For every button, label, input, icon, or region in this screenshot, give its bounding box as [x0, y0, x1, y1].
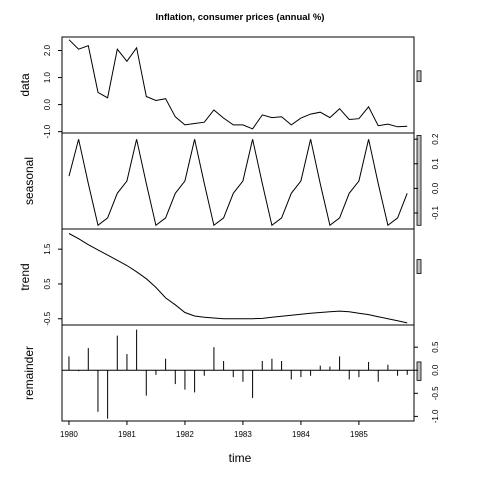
y-axis-label-remainder: remainder — [22, 346, 36, 400]
chart-title: Inflation, consumer prices (annual %) — [156, 12, 325, 23]
panel-seasonal: -0.1 0.0 0.1 0.2 seasonal — [22, 132, 440, 230]
x-tick-label: 1985 — [350, 430, 368, 439]
panel-data: -1.0 0.0 1.0 2.0 data — [18, 36, 422, 139]
series-line-seasonal — [68, 139, 408, 227]
panel-frame-seasonal — [61, 132, 415, 230]
x-tick-label: 1980 — [60, 430, 78, 439]
y-axis-label-seasonal: seasonal — [22, 157, 36, 205]
x-tick-label: 1982 — [176, 430, 194, 439]
y-tick-label-seasonal: 0.1 — [431, 158, 440, 170]
x-tick-label: 1984 — [292, 430, 310, 439]
y-tick-label-trend: 0.5 — [43, 278, 52, 290]
y-axis-label-trend: trend — [18, 263, 32, 290]
series-line-trend — [68, 233, 408, 324]
y-tick-label-data: -1.0 — [43, 124, 52, 138]
y-tick-label-remainder: 0.0 — [431, 364, 440, 376]
range-bar-seasonal — [416, 135, 422, 226]
y-tick-label-data: 1.0 — [43, 71, 52, 83]
y-tick-label-seasonal: 0.0 — [431, 182, 440, 194]
y-tick-label-trend: -0.5 — [43, 311, 52, 325]
range-bar-trend — [416, 259, 422, 274]
x-axis-label: time — [229, 451, 252, 465]
y-axis-label-data: data — [18, 73, 32, 97]
panel-frame-data — [61, 36, 415, 134]
panel-trend: -0.5 0.5 1.5 trend — [18, 228, 422, 326]
y-tick-label-trend: 1.5 — [43, 243, 52, 255]
panel-frame-trend — [61, 228, 415, 326]
x-tick-label: 1983 — [234, 430, 252, 439]
x-tick-label: 1981 — [118, 430, 136, 439]
y-tick-label-seasonal: 0.2 — [431, 133, 440, 145]
panel-frame-remainder — [61, 324, 415, 422]
y-tick-label-remainder: -1.0 — [431, 409, 440, 423]
y-tick-label-data: 2.0 — [43, 44, 52, 56]
range-bar-data — [416, 70, 422, 83]
y-tick-label-data: 0.0 — [43, 98, 52, 110]
x-axis: 1980 1981 1982 1983 1984 1985 — [60, 421, 368, 439]
y-tick-label-remainder: 0.5 — [431, 341, 440, 353]
series-line-data — [68, 39, 408, 130]
panel-remainder: -1.0 -0.5 0.0 0.5 remainder — [22, 324, 440, 423]
panels-group: -1.00.01.02.0data-0.10.00.10.2seasonal-0… — [18, 36, 440, 423]
y-tick-label-seasonal: -0.1 — [431, 206, 440, 220]
range-bar-remainder — [416, 361, 422, 381]
y-tick-label-remainder: -0.5 — [431, 386, 440, 400]
